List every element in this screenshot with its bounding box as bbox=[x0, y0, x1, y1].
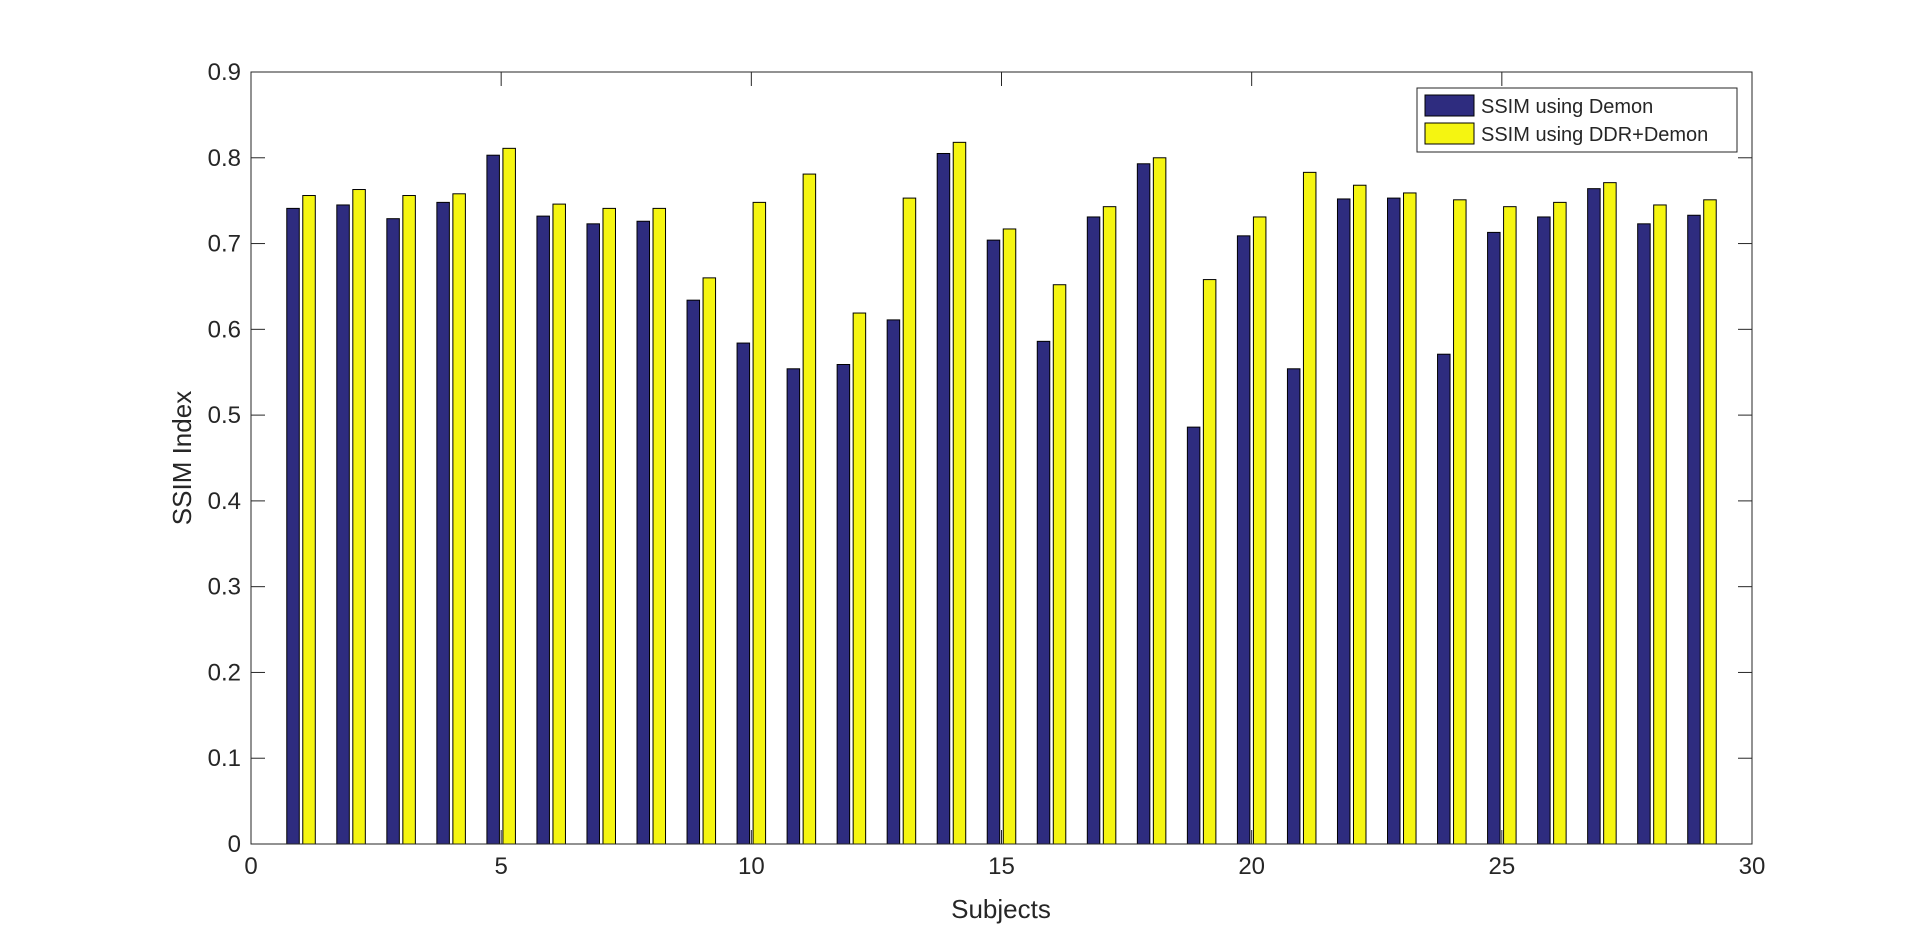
x-tick-label: 30 bbox=[1739, 853, 1766, 880]
bar-demon-subject-22 bbox=[1336, 198, 1351, 845]
bar-ddr-demon-subject-24 bbox=[1453, 199, 1467, 845]
bar-demon-subject-21 bbox=[1286, 368, 1301, 845]
y-tick-label: 0.1 bbox=[208, 745, 241, 772]
bar-demon-subject-17 bbox=[1086, 216, 1101, 845]
bar-ddr-demon-subject-15 bbox=[1002, 228, 1017, 845]
bar-demon-subject-19 bbox=[1186, 426, 1201, 845]
bar-demon-subject-23 bbox=[1387, 197, 1401, 845]
bar-demon-subject-26 bbox=[1537, 216, 1551, 845]
bar-ddr-demon-subject-14 bbox=[952, 141, 967, 845]
bar-demon-subject-28 bbox=[1637, 223, 1651, 845]
x-tick-label: 20 bbox=[1238, 853, 1265, 880]
bar-demon-subject-25 bbox=[1487, 231, 1501, 845]
bar-demon-subject-14 bbox=[936, 152, 951, 845]
x-tick-label: 0 bbox=[244, 853, 257, 880]
bar-ddr-demon-subject-25 bbox=[1503, 206, 1517, 845]
y-tick-label: 0.9 bbox=[208, 59, 241, 86]
bar-demon-subject-29 bbox=[1687, 214, 1701, 845]
bar-ddr-demon-subject-26 bbox=[1553, 201, 1567, 845]
x-tick-label: 10 bbox=[738, 853, 765, 880]
bar-ddr-demon-subject-2 bbox=[352, 189, 366, 845]
bar-ddr-demon-subject-18 bbox=[1152, 157, 1167, 845]
bar-ddr-demon-subject-7 bbox=[602, 207, 616, 845]
legend-label-ddr-demon: SSIM using DDR+Demon bbox=[1481, 124, 1708, 146]
x-axis-label: Subjects bbox=[951, 894, 1051, 924]
bar-demon-subject-1 bbox=[286, 207, 300, 845]
legend-swatch-ddr-demon bbox=[1424, 122, 1475, 145]
bar-demon-subject-18 bbox=[1136, 163, 1151, 845]
bar-ddr-demon-subject-3 bbox=[402, 195, 416, 845]
bar-ddr-demon-subject-29 bbox=[1703, 199, 1717, 845]
bar-ddr-demon-subject-1 bbox=[302, 195, 316, 845]
bar-demon-subject-24 bbox=[1437, 353, 1451, 845]
legend-swatch-demon bbox=[1424, 94, 1475, 117]
y-tick-label: 0 bbox=[228, 831, 241, 858]
y-tick-label: 0.6 bbox=[208, 316, 241, 343]
bar-ddr-demon-subject-19 bbox=[1202, 279, 1217, 845]
bar-demon-subject-27 bbox=[1587, 188, 1601, 845]
bar-ddr-demon-subject-13 bbox=[902, 197, 917, 845]
bar-ddr-demon-subject-10 bbox=[752, 201, 767, 845]
x-tick-label: 5 bbox=[494, 853, 507, 880]
bar-demon-subject-11 bbox=[786, 368, 801, 845]
y-tick-label: 0.2 bbox=[208, 659, 241, 686]
ticks-layer: 0 5 10 15 20 25 30 0 0.1 0.2 0.3 0.4 0.5 0.6 0.7 0.8 0.9 bbox=[208, 59, 1766, 880]
x-tick-label: 25 bbox=[1488, 853, 1515, 880]
y-tick-label: 0.7 bbox=[208, 231, 241, 258]
bar-demon-subject-13 bbox=[886, 319, 901, 845]
y-axis-label: SSIM Index bbox=[167, 391, 197, 525]
bar-ddr-demon-subject-22 bbox=[1352, 184, 1367, 845]
bar-demon-subject-20 bbox=[1236, 235, 1251, 845]
bar-demon-subject-7 bbox=[586, 223, 600, 845]
y-tick-label: 0.8 bbox=[208, 145, 241, 172]
bar-demon-subject-12 bbox=[836, 364, 851, 845]
bar-ddr-demon-subject-20 bbox=[1252, 216, 1267, 845]
bar-ddr-demon-subject-9 bbox=[702, 277, 717, 845]
bar-demon-subject-5 bbox=[486, 154, 500, 845]
bar-demon-subject-4 bbox=[436, 201, 450, 845]
plot-area bbox=[251, 72, 1752, 844]
bar-ddr-demon-subject-6 bbox=[552, 203, 566, 845]
legend: SSIM using Demon SSIM using DDR+Demon bbox=[1416, 87, 1738, 153]
bar-demon-subject-6 bbox=[536, 215, 550, 845]
bar-demon-subject-16 bbox=[1036, 340, 1051, 845]
bar-ddr-demon-subject-23 bbox=[1403, 192, 1417, 845]
bar-demon-subject-15 bbox=[986, 239, 1001, 845]
bar-ddr-demon-subject-11 bbox=[802, 173, 817, 845]
plot-frame bbox=[250, 71, 1753, 845]
legend-label-demon: SSIM using Demon bbox=[1481, 96, 1653, 118]
y-tick-label: 0.3 bbox=[208, 574, 241, 601]
x-tick-label: 15 bbox=[988, 853, 1015, 880]
bar-demon-subject-3 bbox=[386, 218, 400, 845]
bar-ddr-demon-subject-5 bbox=[502, 147, 516, 845]
bar-ddr-demon-subject-27 bbox=[1603, 182, 1617, 845]
y-tick-label: 0.5 bbox=[208, 402, 241, 429]
bar-ddr-demon-subject-21 bbox=[1302, 171, 1317, 845]
y-tick-label: 0.4 bbox=[208, 488, 241, 515]
bar-ddr-demon-subject-17 bbox=[1102, 206, 1117, 845]
bar-demon-subject-10 bbox=[736, 342, 751, 845]
bar-demon-subject-2 bbox=[336, 204, 350, 845]
bar-ddr-demon-subject-4 bbox=[452, 193, 466, 845]
bar-ddr-demon-subject-12 bbox=[852, 312, 867, 845]
bar-demon-subject-9 bbox=[686, 299, 701, 845]
bar-ddr-demon-subject-8 bbox=[652, 207, 667, 845]
bar-ddr-demon-subject-16 bbox=[1052, 284, 1067, 845]
bar-ddr-demon-subject-28 bbox=[1653, 204, 1667, 845]
bar-demon-subject-8 bbox=[636, 220, 651, 845]
